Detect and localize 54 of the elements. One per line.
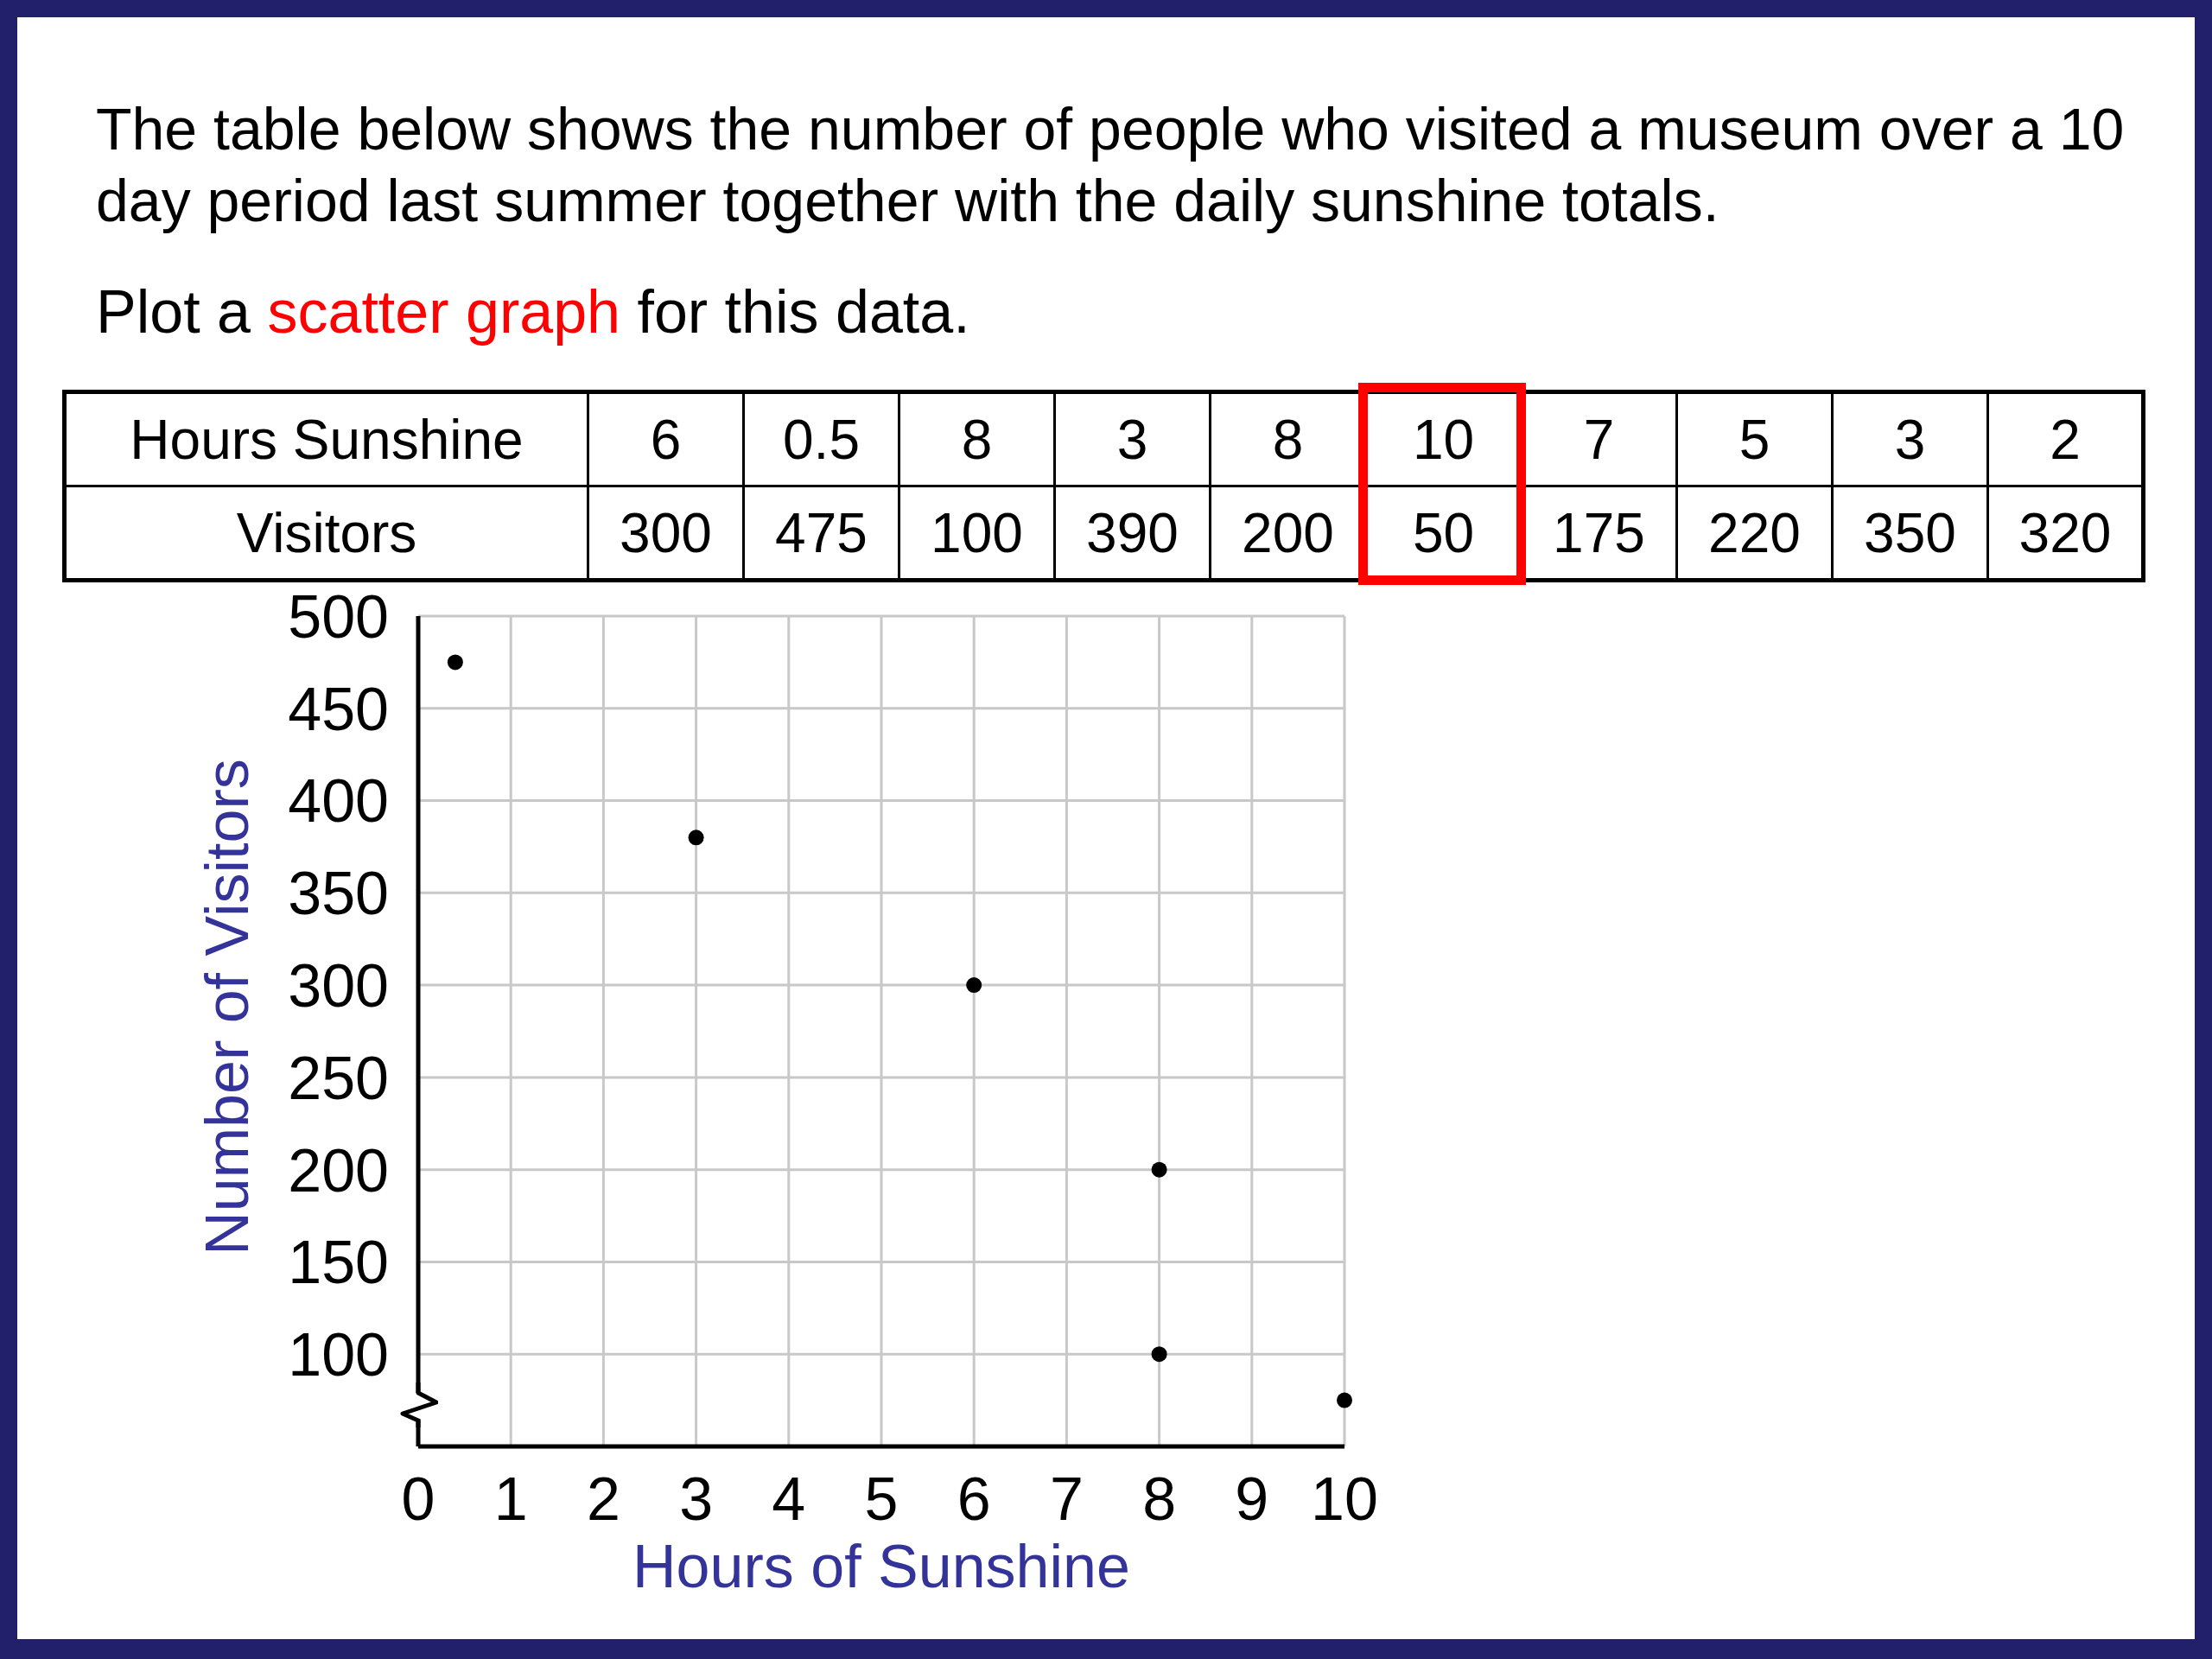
chart-title: The table below shows the number of people who visited a museum over a 10 day period last summer together with the daily sunshine totals. bbox=[96, 95, 2126, 235]
data-label: 8 bbox=[899, 391, 1055, 486]
y-tick-label: 200 bbox=[288, 1136, 389, 1205]
y-tick-label: 350 bbox=[288, 860, 389, 928]
text: for this data. bbox=[637, 278, 970, 346]
data-label: 7 bbox=[1521, 391, 1677, 486]
point bbox=[966, 977, 982, 994]
y-tick-label: 500 bbox=[288, 582, 389, 651]
y-tick-label: Visitors bbox=[64, 486, 588, 581]
x-tick-label: 10 bbox=[1311, 1465, 1378, 1533]
text: Plot a bbox=[96, 278, 251, 346]
data-label: 8 bbox=[1210, 391, 1366, 486]
data-label: 200 bbox=[1210, 486, 1366, 581]
y-axis-title: Number of Visitors bbox=[194, 759, 261, 1255]
y-tick-label: 400 bbox=[288, 767, 389, 836]
x-tick-label: 9 bbox=[1235, 1465, 1269, 1533]
y-tick-label: 150 bbox=[288, 1229, 389, 1297]
y-tick-label: 450 bbox=[288, 675, 389, 743]
y-tick-label: Hours Sunshine bbox=[64, 391, 588, 486]
data-label: 475 bbox=[743, 486, 899, 581]
point bbox=[1151, 1161, 1167, 1178]
x-tick-label: 7 bbox=[1049, 1465, 1084, 1533]
data-label: 0.5 bbox=[743, 391, 899, 486]
data-label: 2 bbox=[1987, 391, 2144, 486]
x-axis-title: Hours of Sunshine bbox=[632, 1533, 1130, 1600]
point bbox=[1337, 1392, 1352, 1408]
point bbox=[447, 654, 463, 671]
y-tick-label: 250 bbox=[288, 1044, 389, 1112]
y-tick-label: 300 bbox=[288, 951, 389, 1020]
data-label: 175 bbox=[1521, 486, 1677, 581]
data-label: 50 bbox=[1365, 486, 1522, 581]
x-tick-label: 2 bbox=[586, 1465, 620, 1533]
data-label: 390 bbox=[1054, 486, 1211, 581]
x-tick-label: 3 bbox=[679, 1465, 714, 1533]
x-tick-label: 5 bbox=[864, 1465, 899, 1533]
data-label: 350 bbox=[1832, 486, 1988, 581]
x-tick-label: 0 bbox=[401, 1465, 435, 1533]
x-tick-label: 1 bbox=[493, 1465, 528, 1533]
x-tick-label: 8 bbox=[1142, 1465, 1177, 1533]
point bbox=[688, 830, 704, 846]
text: scatter graph bbox=[267, 278, 621, 346]
data-label: 3 bbox=[1832, 391, 1988, 486]
y-tick-label: 100 bbox=[288, 1321, 389, 1389]
point bbox=[1151, 1346, 1167, 1363]
data-label: 100 bbox=[899, 486, 1055, 581]
data-label: 10 bbox=[1365, 391, 1522, 486]
x-tick-label: 6 bbox=[957, 1465, 991, 1533]
data-label: 6 bbox=[588, 391, 744, 486]
data-label: 220 bbox=[1676, 486, 1833, 581]
data-label: 320 bbox=[1987, 486, 2144, 581]
data-label: 300 bbox=[588, 486, 744, 581]
data-label: 3 bbox=[1054, 391, 1211, 486]
data-label: 5 bbox=[1676, 391, 1833, 486]
x-tick-label: 4 bbox=[772, 1465, 806, 1533]
